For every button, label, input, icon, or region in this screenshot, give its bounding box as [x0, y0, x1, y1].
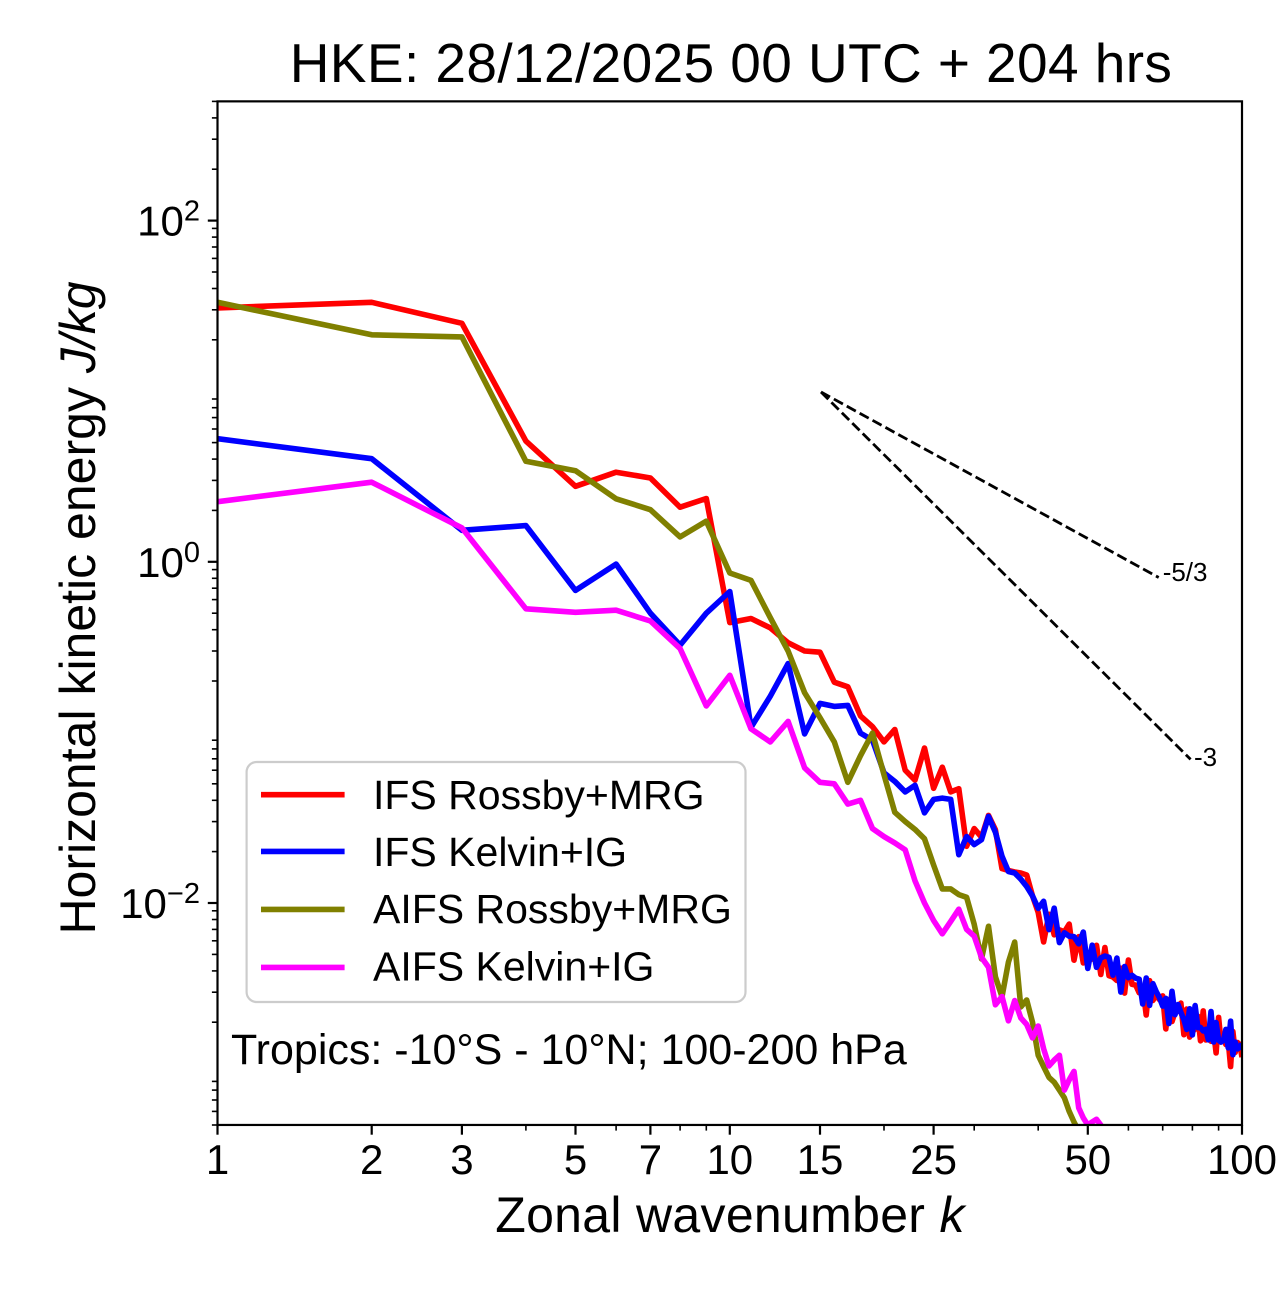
svg-text:15: 15	[797, 1136, 844, 1183]
svg-text:3: 3	[450, 1136, 473, 1183]
svg-text:2: 2	[360, 1136, 383, 1183]
svg-text:100: 100	[1207, 1136, 1277, 1183]
svg-text:AIFS Kelvin+IG: AIFS Kelvin+IG	[373, 943, 654, 989]
svg-text:5: 5	[564, 1136, 587, 1183]
svg-text:Zonal wavenumber k: Zonal wavenumber k	[495, 1187, 967, 1243]
svg-text:7: 7	[639, 1136, 662, 1183]
svg-text:HKE: 28/12/2025 00 UTC + 204 h: HKE: 28/12/2025 00 UTC + 204 hrs	[290, 32, 1173, 94]
svg-text:50: 50	[1064, 1136, 1111, 1183]
svg-text:AIFS Rossby+MRG: AIFS Rossby+MRG	[373, 886, 732, 932]
svg-text:25: 25	[910, 1136, 957, 1183]
svg-text:IFS Kelvin+IG: IFS Kelvin+IG	[373, 829, 627, 875]
svg-text:1: 1	[206, 1136, 229, 1183]
svg-text:-3: -3	[1194, 742, 1217, 772]
svg-text:-5/3: -5/3	[1163, 557, 1208, 587]
svg-text:IFS Rossby+MRG: IFS Rossby+MRG	[373, 772, 704, 818]
svg-text:Horizontal kinetic energy J/kg: Horizontal kinetic energy J/kg	[50, 281, 106, 934]
svg-text:Tropics: -10°S - 10°N; 100-200: Tropics: -10°S - 10°N; 100-200 hPa	[231, 1026, 907, 1074]
svg-text:10: 10	[706, 1136, 753, 1183]
